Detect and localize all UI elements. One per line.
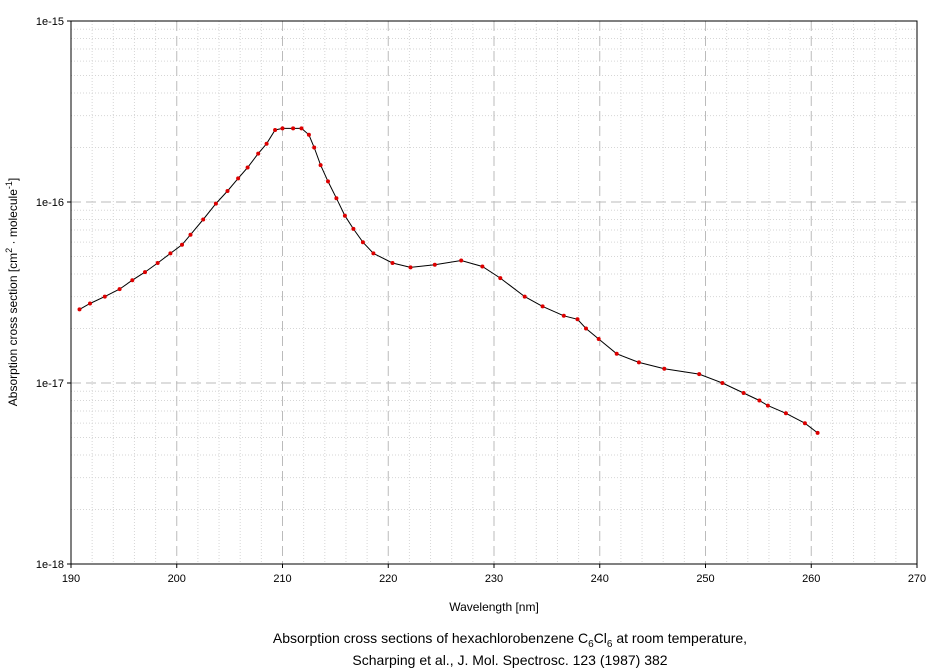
x-tick-label: 190 bbox=[62, 573, 80, 585]
data-point bbox=[168, 251, 173, 256]
grid bbox=[71, 21, 917, 564]
data-point bbox=[575, 317, 580, 322]
data-point bbox=[815, 430, 820, 435]
data-point bbox=[360, 240, 365, 245]
x-tick-label: 230 bbox=[485, 573, 503, 585]
data-point bbox=[102, 294, 107, 299]
x-axis-label: Wavelength [nm] bbox=[449, 600, 539, 614]
data-point bbox=[225, 189, 230, 193]
data-point bbox=[408, 265, 413, 270]
data-point bbox=[77, 307, 82, 312]
data-point bbox=[213, 201, 218, 206]
data-point bbox=[390, 261, 395, 265]
data-point bbox=[636, 360, 641, 365]
data-point bbox=[783, 411, 788, 416]
x-axis: 190 200 210 220 230 240 250 260 270 bbox=[62, 564, 926, 585]
data-point bbox=[459, 258, 464, 263]
data-point bbox=[291, 126, 296, 131]
y-tick-label: 1e-18 bbox=[36, 559, 64, 571]
data-point bbox=[720, 381, 725, 385]
data-point bbox=[334, 196, 339, 201]
y-tick-label: 1e-16 bbox=[36, 197, 64, 209]
data-point bbox=[280, 126, 285, 131]
series-line bbox=[79, 127, 818, 434]
data-point bbox=[318, 163, 323, 168]
data-point bbox=[155, 261, 160, 265]
series-markers bbox=[77, 126, 820, 435]
y-axis: 1e-18 1e-17 1e-16 1e-15 bbox=[36, 16, 71, 571]
data-point bbox=[180, 242, 184, 247]
data-point bbox=[480, 264, 485, 269]
x-tick-label: 210 bbox=[273, 573, 291, 585]
x-tick-label: 250 bbox=[696, 573, 714, 585]
data-point bbox=[432, 262, 437, 267]
data-point bbox=[371, 251, 376, 256]
data-point bbox=[757, 398, 762, 403]
data-point bbox=[522, 294, 527, 299]
y-tick-label: 1e-15 bbox=[36, 16, 64, 28]
data-point bbox=[245, 165, 250, 170]
data-point bbox=[143, 270, 147, 275]
data-point bbox=[662, 366, 667, 371]
data-point bbox=[596, 337, 601, 341]
x-tick-label: 270 bbox=[908, 573, 926, 585]
data-point bbox=[741, 391, 746, 395]
data-point bbox=[697, 372, 702, 377]
data-point bbox=[130, 278, 135, 283]
y-tick-label: 1e-17 bbox=[36, 378, 64, 390]
x-tick-label: 240 bbox=[591, 573, 609, 585]
figure-caption-line-2: Scharping et al., J. Mol. Spectrosc. 123… bbox=[352, 652, 668, 668]
data-point bbox=[540, 304, 545, 309]
data-point bbox=[614, 351, 619, 356]
figure-caption-line-1: Absorption cross sections of hexachlorob… bbox=[272, 630, 748, 650]
data-point bbox=[802, 421, 807, 426]
data-point bbox=[498, 276, 503, 281]
data-point bbox=[765, 403, 770, 408]
data-point bbox=[326, 179, 330, 184]
y-axis-label: Absorption cross section [cm2 · molecule… bbox=[4, 178, 20, 406]
data-point bbox=[88, 301, 92, 306]
data-point bbox=[117, 287, 122, 292]
data-point bbox=[299, 126, 304, 131]
data-point bbox=[236, 176, 241, 181]
data-point bbox=[264, 141, 269, 146]
data-point bbox=[201, 217, 206, 222]
data-point bbox=[188, 232, 193, 237]
data-point bbox=[342, 213, 347, 218]
data-point bbox=[312, 145, 317, 150]
x-tick-label: 260 bbox=[802, 573, 820, 585]
data-point bbox=[306, 132, 311, 137]
x-tick-label: 200 bbox=[168, 573, 186, 585]
data-point bbox=[561, 313, 566, 318]
data-point bbox=[351, 226, 356, 231]
x-tick-label: 220 bbox=[379, 573, 397, 585]
data-point bbox=[584, 326, 588, 331]
data-point bbox=[256, 151, 261, 156]
data-point bbox=[273, 128, 278, 132]
